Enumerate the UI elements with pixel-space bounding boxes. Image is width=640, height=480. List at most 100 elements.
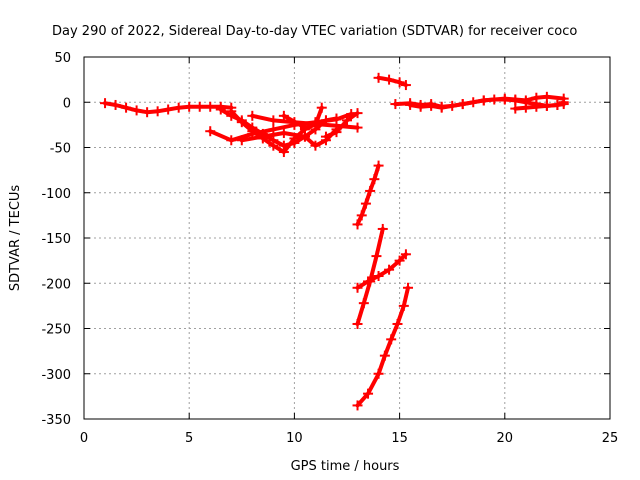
data-point-marker <box>373 271 384 282</box>
data-point-marker <box>356 210 367 221</box>
data-point-marker <box>398 300 409 311</box>
data-point-marker <box>363 388 374 399</box>
data-point-marker <box>386 334 397 345</box>
data-point-marker <box>152 106 163 117</box>
data-point-marker <box>278 110 289 121</box>
data-point-marker <box>142 107 153 118</box>
y-tick-label: -50 <box>50 142 71 157</box>
data-point-marker <box>352 122 363 133</box>
data-point-marker <box>316 102 327 113</box>
y-tick-label: 0 <box>63 96 71 111</box>
data-point-marker <box>394 77 405 88</box>
series-arc-13 <box>376 75 408 88</box>
x-tick-label: 10 <box>286 431 303 446</box>
data-point-marker <box>342 115 352 126</box>
data-point-marker <box>415 101 426 112</box>
data-point-marker <box>499 93 510 104</box>
series-arc-7 <box>281 105 324 130</box>
data-point-marker <box>520 102 531 113</box>
series-arc-12 <box>355 285 410 408</box>
y-tick-label: -350 <box>41 413 71 428</box>
chart-title: Day 290 of 2022, Sidereal Day-to-day VTE… <box>52 24 577 39</box>
data-point-marker <box>426 100 437 111</box>
data-point-marker <box>352 219 363 230</box>
x-tick-label: 25 <box>602 431 619 446</box>
data-point-marker <box>215 104 226 115</box>
data-point-marker <box>531 92 542 103</box>
data-point-marker <box>236 135 247 146</box>
data-point-marker <box>257 131 268 142</box>
data-point-marker <box>369 174 380 185</box>
data-point-marker <box>531 101 542 112</box>
data-point-marker <box>360 198 371 209</box>
data-point-marker <box>110 99 121 110</box>
data-point-marker <box>278 128 289 139</box>
data-point-marker <box>236 117 247 128</box>
y-tick-label: -150 <box>41 232 71 247</box>
data-series <box>100 72 569 411</box>
data-point-marker <box>400 80 411 91</box>
data-point-marker <box>394 255 405 266</box>
data-point-marker <box>558 99 569 110</box>
data-point-marker <box>278 147 289 158</box>
data-point-marker <box>299 122 310 133</box>
x-tick-label: 0 <box>80 431 88 446</box>
series-arc-8 <box>324 111 360 139</box>
data-point-marker <box>541 100 552 111</box>
data-point-marker <box>352 108 363 119</box>
y-axis-ticks: 50 0 -50 -100 -150 -200 -250 -300 -350 <box>41 51 610 428</box>
data-point-marker <box>405 99 416 110</box>
data-point-marker <box>310 140 321 151</box>
y-tick-label: -100 <box>41 187 71 202</box>
data-point-marker <box>379 350 390 361</box>
y-tick-label: -250 <box>41 323 71 338</box>
data-point-marker <box>358 298 369 309</box>
data-point-marker <box>121 102 132 113</box>
data-point-marker <box>373 160 384 171</box>
data-point-marker <box>510 94 521 105</box>
x-tick-label: 5 <box>185 431 193 446</box>
data-point-marker <box>384 264 395 275</box>
data-point-marker <box>194 101 205 112</box>
data-point-marker <box>403 282 414 293</box>
data-point-marker <box>268 115 279 126</box>
data-point-marker <box>352 318 363 329</box>
data-point-marker <box>226 106 237 117</box>
data-point-marker <box>173 102 184 113</box>
data-point-marker <box>184 101 195 112</box>
data-point-marker <box>299 131 310 142</box>
data-point-marker <box>478 95 489 106</box>
data-point-marker <box>400 249 411 260</box>
data-point-marker <box>352 400 363 411</box>
data-point-marker <box>371 251 382 262</box>
data-point-marker <box>390 99 401 110</box>
x-tick-label: 15 <box>391 431 408 446</box>
data-point-marker <box>131 105 142 116</box>
y-tick-label: 50 <box>54 51 71 66</box>
data-point-marker <box>377 223 388 234</box>
y-axis-label: SDTVAR / TECUs <box>8 185 23 292</box>
data-point-marker <box>352 282 363 293</box>
data-point-marker <box>436 102 447 113</box>
data-point-marker <box>331 127 342 138</box>
data-point-marker <box>363 276 374 287</box>
data-point-marker <box>268 140 279 151</box>
data-point-marker <box>100 98 111 109</box>
data-point-marker <box>205 126 216 137</box>
x-tick-label: 20 <box>497 431 514 446</box>
data-point-marker <box>373 368 384 379</box>
data-point-marker <box>268 124 279 135</box>
y-tick-label: -200 <box>41 277 71 292</box>
data-point-marker <box>247 110 258 121</box>
data-point-marker <box>310 119 321 130</box>
data-point-marker <box>457 99 468 110</box>
data-point-marker <box>365 185 376 196</box>
data-point-marker <box>373 72 384 83</box>
data-point-marker <box>205 101 216 112</box>
data-point-marker <box>541 91 552 102</box>
data-point-marker <box>384 74 395 85</box>
data-point-marker <box>163 104 174 115</box>
data-point-marker <box>510 103 521 114</box>
